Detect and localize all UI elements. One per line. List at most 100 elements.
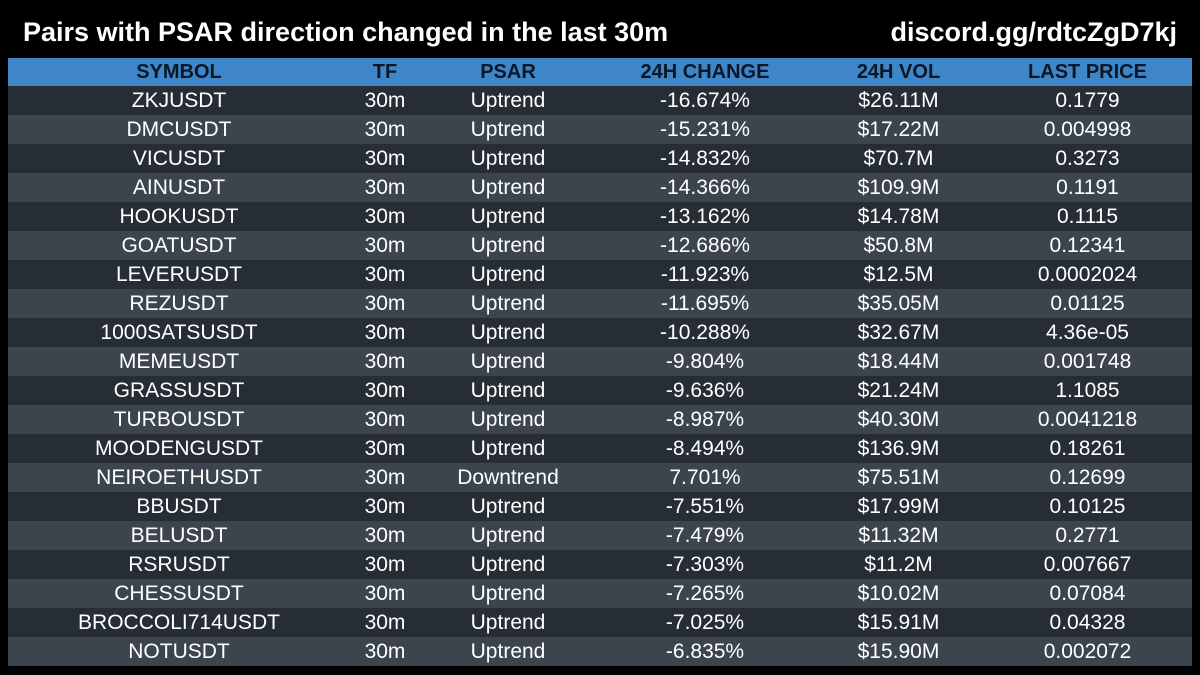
table-row[interactable]: VICUSDT 30m Uptrend -14.832% $70.7M 0.3273 — [8, 144, 1192, 173]
column-header-psar[interactable]: PSAR — [480, 61, 536, 83]
cell-last-price: 0.18261 — [1049, 437, 1126, 460]
table-row[interactable]: NEIROETHUSDT 30m Downtrend 7.701% $75.51M 0.1… — [8, 463, 1192, 492]
cell-last-price: 0.2771 — [1055, 524, 1120, 547]
cell-tf: 30m — [364, 640, 406, 663]
table-row[interactable]: MOODENGUSDT 30m Uptrend -8.494% $136.9M 0.182… — [8, 434, 1192, 463]
cell-symbol: LEVERUSDT — [115, 263, 243, 286]
table-row[interactable]: MEMEUSDT 30m Uptrend -9.804% $18.44M 0.001748 — [8, 347, 1192, 376]
cell-tf: 30m — [364, 263, 406, 286]
cell-last-price: 0.1191 — [1056, 176, 1119, 199]
cell-last-price: 0.1115 — [1056, 205, 1119, 228]
cell-last-price: 0.0002024 — [1037, 263, 1138, 286]
cell-symbol: GOATUSDT — [121, 234, 237, 257]
cell-last-price: 0.002072 — [1043, 640, 1132, 663]
cell-psar: Uptrend — [470, 89, 546, 112]
table-row[interactable]: BELUSDT 30m Uptrend -7.479% $11.32M 0.2771 — [8, 521, 1192, 550]
cell-last-price: 0.001748 — [1043, 350, 1132, 373]
column-header-last-price[interactable]: LAST PRICE — [1028, 61, 1147, 83]
cell-24h-change: -13.162% — [660, 205, 750, 228]
cell-24h-change: -7.479% — [665, 524, 745, 547]
cell-24h-change: -7.551% — [665, 495, 745, 518]
cell-24h-change: -6.835% — [665, 640, 745, 663]
table-row[interactable]: BROCCOLI714USDT 30m Uptrend -7.025% $15.91M 0… — [8, 608, 1192, 637]
cell-24h-vol: $15.91M — [857, 611, 940, 634]
cell-24h-change: -11.695% — [660, 292, 750, 315]
cell-symbol: NOTUSDT — [128, 640, 230, 663]
cell-24h-vol: $21.24M — [857, 379, 940, 402]
cell-24h-vol: $75.51M — [857, 466, 940, 489]
cell-24h-vol: $50.8M — [863, 234, 934, 257]
cell-tf: 30m — [364, 176, 406, 199]
table-row[interactable]: LEVERUSDT 30m Uptrend -11.923% $12.5M 0.00020… — [8, 260, 1192, 289]
column-header-24h-vol[interactable]: 24H VOL — [856, 61, 941, 83]
cell-24h-vol: $18.44M — [857, 350, 940, 373]
cell-tf: 30m — [364, 524, 406, 547]
table-row[interactable]: REZUSDT 30m Uptrend -11.695% $35.05M 0.01125 — [8, 289, 1192, 318]
cell-24h-change: -15.231% — [660, 118, 750, 141]
table-row[interactable]: CHESSUSDT 30m Uptrend -7.265% $10.02M 0.07084 — [8, 579, 1192, 608]
cell-24h-change: -7.303% — [665, 553, 745, 576]
psar-pairs-table: SYMBOL TF PSAR 24H CHANGE 24H VOL LAST P… — [8, 58, 1192, 666]
cell-psar: Uptrend — [470, 147, 546, 170]
column-header-24h-change[interactable]: 24H CHANGE — [640, 61, 770, 83]
cell-psar: Uptrend — [470, 582, 546, 605]
cell-24h-vol: $17.22M — [857, 118, 940, 141]
cell-symbol: TURBOUSDT — [113, 408, 245, 431]
table-row[interactable]: TURBOUSDT 30m Uptrend -8.987% $40.30M 0.00412… — [8, 405, 1192, 434]
cell-24h-change: -9.804% — [665, 350, 745, 373]
table-row[interactable]: ZKJUSDT 30m Uptrend -16.674% $26.11M 0.1779 — [8, 86, 1192, 115]
cell-24h-vol: $11.32M — [858, 524, 939, 547]
column-header-tf[interactable]: TF — [372, 61, 398, 83]
table-row[interactable]: NOTUSDT 30m Uptrend -6.835% $15.90M 0.002072 — [8, 637, 1192, 666]
cell-psar: Uptrend — [470, 321, 546, 344]
column-header-symbol[interactable]: SYMBOL — [136, 61, 222, 83]
cell-psar: Uptrend — [470, 611, 546, 634]
header: Pairs with PSAR direction changed in the… — [0, 0, 1200, 58]
cell-symbol: MEMEUSDT — [118, 350, 240, 373]
cell-tf: 30m — [364, 205, 406, 228]
cell-tf: 30m — [364, 147, 406, 170]
cell-symbol: DMCUSDT — [126, 118, 232, 141]
cell-symbol: RSRUSDT — [128, 553, 230, 576]
cell-24h-change: -14.366% — [660, 176, 750, 199]
cell-psar: Uptrend — [470, 408, 546, 431]
cell-tf: 30m — [364, 234, 406, 257]
cell-symbol: MOODENGUSDT — [95, 437, 263, 460]
cell-last-price: 0.004998 — [1043, 118, 1132, 141]
cell-24h-vol: $10.02M — [857, 582, 940, 605]
table-row[interactable]: 1000SATSUSDT 30m Uptrend -10.288% $32.67M 4.3… — [8, 318, 1192, 347]
cell-24h-change: -11.923% — [660, 263, 750, 286]
table-row[interactable]: AINUSDT 30m Uptrend -14.366% $109.9M 0.1191 — [8, 173, 1192, 202]
discord-invite-link[interactable]: discord.gg/rdtcZgD7kj — [890, 17, 1177, 47]
cell-tf: 30m — [364, 408, 406, 431]
table-row[interactable]: GOATUSDT 30m Uptrend -12.686% $50.8M 0.12341 — [8, 231, 1192, 260]
cell-last-price: 4.36e-05 — [1046, 321, 1129, 344]
cell-psar: Uptrend — [470, 640, 546, 663]
table-row[interactable]: HOOKUSDT 30m Uptrend -13.162% $14.78M 0.1115 — [8, 202, 1192, 231]
table-row[interactable]: GRASSUSDT 30m Uptrend -9.636% $21.24M 1.1085 — [8, 376, 1192, 405]
cell-tf: 30m — [364, 611, 406, 634]
cell-last-price: 0.0041218 — [1037, 408, 1138, 431]
cell-24h-vol: $12.5M — [863, 263, 934, 286]
table-header-row: SYMBOL TF PSAR 24H CHANGE 24H VOL LAST P… — [8, 58, 1192, 86]
cell-last-price: 0.10125 — [1049, 495, 1126, 518]
cell-symbol: 1000SATSUSDT — [100, 321, 258, 344]
cell-last-price: 0.01125 — [1050, 292, 1125, 315]
cell-tf: 30m — [364, 118, 406, 141]
cell-symbol: BBUSDT — [136, 495, 222, 518]
cell-psar: Uptrend — [470, 118, 546, 141]
cell-tf: 30m — [364, 350, 406, 373]
cell-last-price: 0.04328 — [1049, 611, 1126, 634]
cell-24h-change: -7.265% — [665, 582, 745, 605]
table-row[interactable]: DMCUSDT 30m Uptrend -15.231% $17.22M 0.004998 — [8, 115, 1192, 144]
cell-24h-change: -8.494% — [665, 437, 745, 460]
table-row[interactable]: RSRUSDT 30m Uptrend -7.303% $11.2M 0.007667 — [8, 550, 1192, 579]
cell-psar: Uptrend — [470, 437, 546, 460]
cell-tf: 30m — [364, 89, 406, 112]
cell-psar: Uptrend — [470, 292, 546, 315]
cell-24h-vol: $14.78M — [857, 205, 940, 228]
cell-symbol: BELUSDT — [130, 524, 228, 547]
table-row[interactable]: BBUSDT 30m Uptrend -7.551% $17.99M 0.10125 — [8, 492, 1192, 521]
cell-psar: Uptrend — [470, 350, 546, 373]
cell-psar: Uptrend — [470, 379, 546, 402]
